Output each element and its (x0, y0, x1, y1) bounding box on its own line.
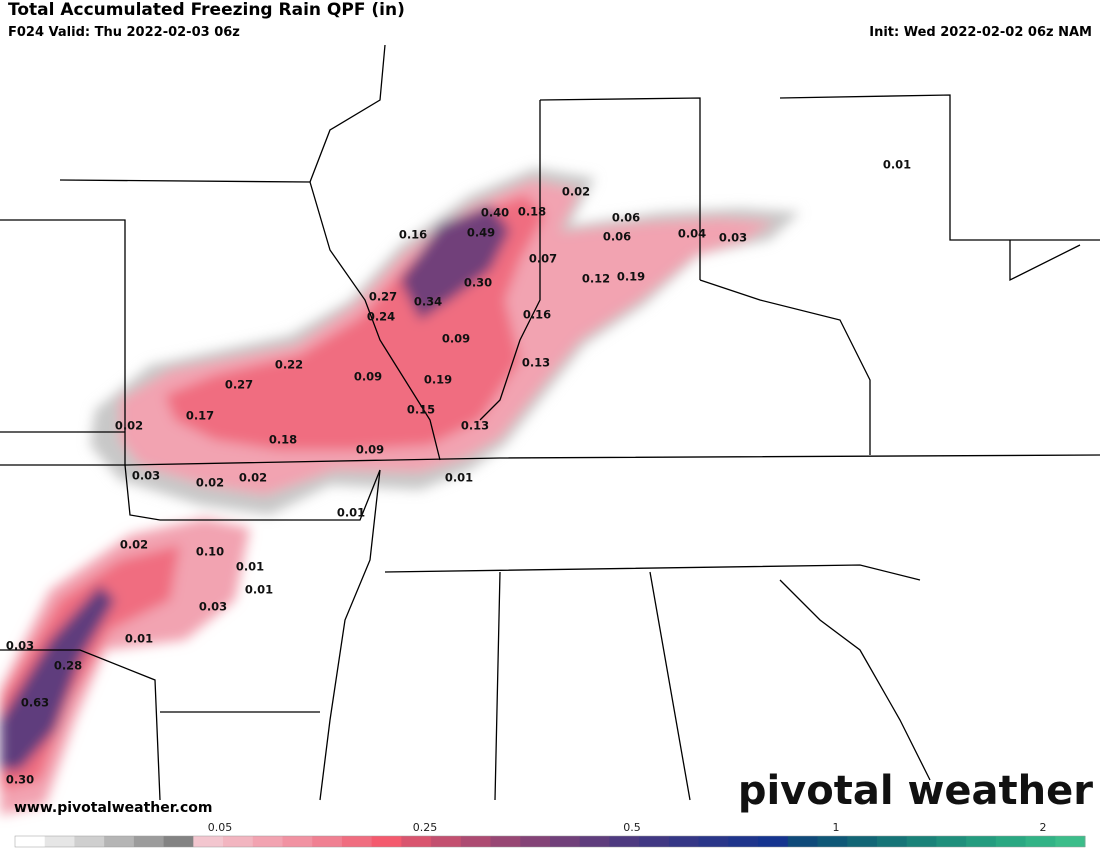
point-label: 0.09 (356, 443, 384, 457)
point-label: 0.17 (186, 409, 214, 423)
point-label: 0.09 (442, 332, 470, 346)
colorbar-swatch (609, 836, 640, 847)
point-label: 0.13 (522, 356, 550, 370)
point-label: 0.34 (414, 295, 442, 309)
colorbar-swatch (193, 836, 224, 847)
point-label: 0.01 (445, 471, 473, 485)
colorbar-swatch (1025, 836, 1056, 847)
colorbar-swatch (995, 836, 1027, 847)
point-label: 0.22 (275, 358, 303, 372)
point-label: 0.09 (354, 370, 382, 384)
point-label: 0.01 (883, 158, 911, 172)
colorbar-label: 2 (1040, 821, 1047, 834)
point-label: 0.03 (6, 639, 34, 653)
point-label: 0.02 (562, 185, 590, 199)
point-label: 0.02 (196, 476, 224, 490)
point-label: 0.01 (337, 506, 365, 520)
colorbar-swatch (401, 836, 432, 847)
colorbar-swatch (758, 836, 789, 847)
point-label: 0.10 (196, 545, 224, 559)
point-label: 0.27 (369, 290, 397, 304)
colorbar-swatch (906, 836, 937, 847)
colorbar-swatch (847, 836, 878, 847)
colorbar-swatch (1055, 836, 1086, 847)
colorbar-swatch (966, 836, 997, 847)
point-label: 0.03 (719, 231, 747, 245)
state-borders (0, 44, 1100, 801)
point-label: 0.16 (523, 308, 551, 322)
point-labels: 0.01 0.02 0.40 0.18 0.06 0.16 0.49 0.06 0.04 0.03… (6, 158, 911, 787)
colorbar-swatch (639, 836, 670, 847)
colorbar-swatch (698, 836, 729, 847)
point-label: 0.13 (461, 419, 489, 433)
point-label: 0.15 (407, 403, 435, 417)
point-label: 0.19 (617, 270, 645, 284)
point-label: 0.02 (120, 538, 148, 552)
init-time: Init: Wed 2022-02-02 06z NAM (869, 25, 1092, 40)
colorbar-swatch (163, 836, 194, 847)
point-label: 0.19 (424, 373, 452, 387)
point-label: 0.03 (132, 469, 160, 483)
point-label: 0.63 (21, 696, 49, 710)
colorbar-swatch (74, 836, 105, 847)
colorbar-swatch (133, 836, 165, 847)
colorbar-swatch (104, 836, 135, 847)
point-label: 0.30 (6, 773, 34, 787)
point-label: 0.06 (603, 230, 631, 244)
point-label: 0.12 (582, 272, 610, 286)
colorbar-swatch (817, 836, 848, 847)
colorbar: 0.05 0.25 0.5 1 2 (14, 821, 1086, 848)
colorbar-swatch (44, 836, 75, 847)
point-label: 0.03 (199, 600, 227, 614)
point-label: 0.16 (399, 228, 427, 242)
point-label: 0.49 (467, 226, 495, 240)
point-label: 0.07 (529, 252, 557, 266)
point-label: 0.18 (518, 205, 546, 219)
colorbar-swatch (341, 836, 373, 847)
point-label: 0.01 (245, 583, 273, 597)
colorbar-label: 1 (833, 821, 840, 834)
colorbar-swatch (282, 836, 313, 847)
point-label: 0.02 (115, 419, 143, 433)
point-label: 0.27 (225, 378, 253, 392)
point-label: 0.18 (269, 433, 297, 447)
colorbar-swatch (431, 836, 462, 847)
point-label: 0.04 (678, 227, 706, 241)
valid-time: F024 Valid: Thu 2022-02-03 06z (8, 25, 240, 40)
colorbar-swatch (728, 836, 759, 847)
colorbar-swatch (371, 836, 402, 847)
point-label: 0.02 (239, 471, 267, 485)
colorbar-swatch (460, 836, 492, 847)
colorbar-swatch (550, 836, 581, 847)
point-label: 0.01 (125, 632, 153, 646)
colorbar-swatch (579, 836, 610, 847)
point-label: 0.01 (236, 560, 264, 574)
colorbar-label: 0.5 (623, 821, 641, 834)
website: www.pivotalweather.com (14, 800, 213, 816)
colorbar-swatch (15, 836, 46, 847)
colorbar-label: 0.05 (208, 821, 233, 834)
point-label: 0.28 (54, 659, 82, 673)
colorbar-swatch (936, 836, 967, 847)
colorbar-swatch (490, 836, 521, 847)
colorbar-label: 0.25 (413, 821, 438, 834)
colorbar-swatch (223, 836, 254, 847)
colorbar-frame (14, 835, 1086, 848)
colorbar-swatch (252, 836, 283, 847)
colorbar-swatch (787, 836, 818, 847)
title: Total Accumulated Freezing Rain QPF (in) (8, 0, 405, 20)
precip-field (0, 168, 800, 815)
colorbar-swatch (312, 836, 343, 847)
point-label: 0.24 (367, 310, 395, 324)
colorbar-swatch (520, 836, 551, 847)
point-label: 0.40 (481, 206, 509, 220)
logo: pivotal weather (738, 768, 1093, 814)
point-label: 0.06 (612, 211, 640, 225)
colorbar-swatch (876, 836, 908, 847)
point-label: 0.30 (464, 276, 492, 290)
colorbar-swatch (668, 836, 700, 847)
